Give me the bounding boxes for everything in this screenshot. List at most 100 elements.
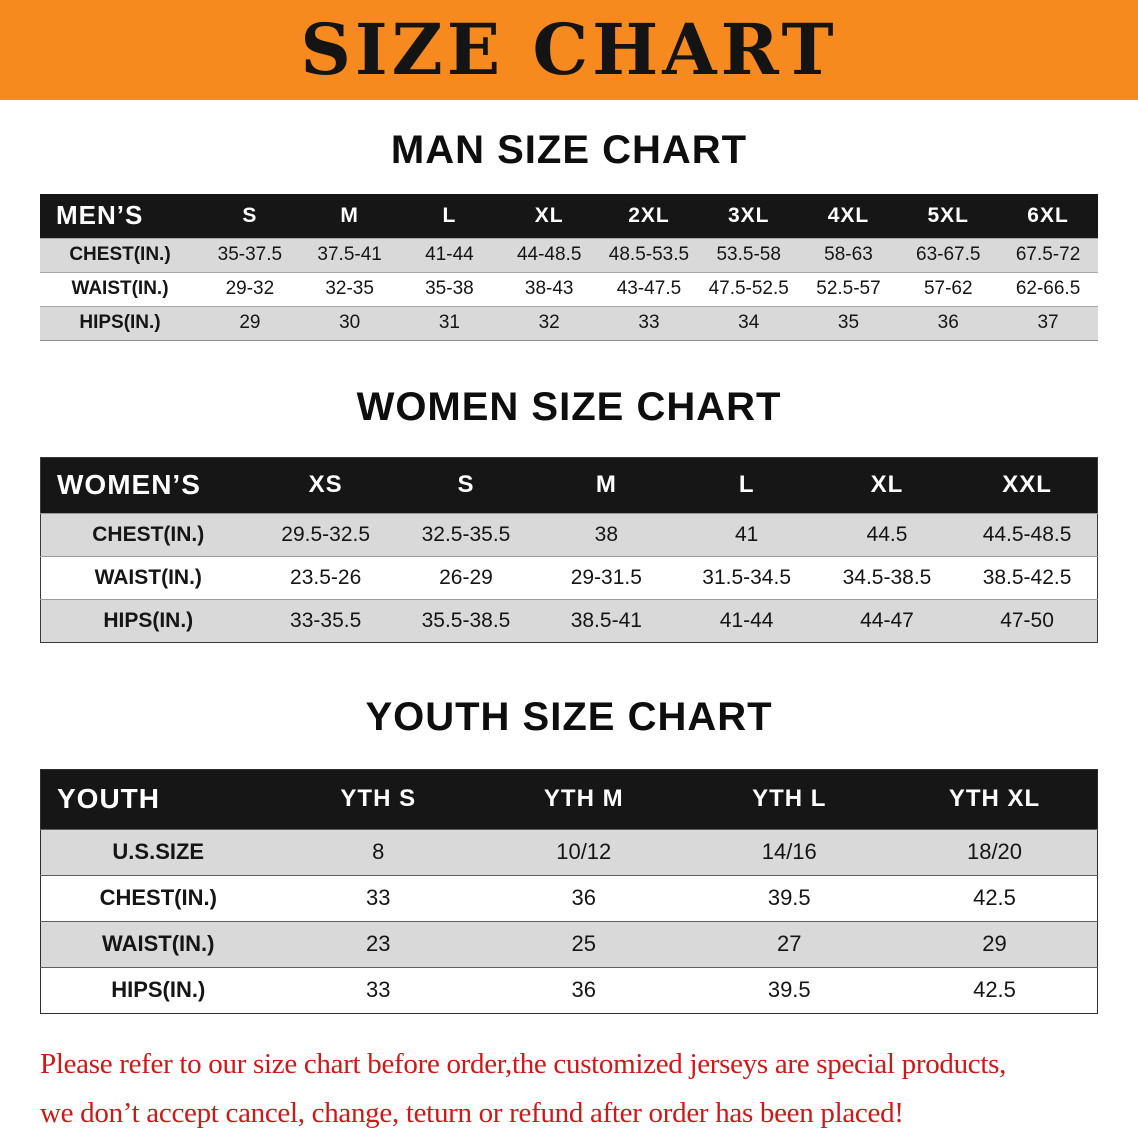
data-cell: 26-29 [439, 565, 493, 589]
men-table-row: HIPS(IN.) 29 30 31 32 33 34 35 36 37 [40, 306, 1098, 340]
data-cell: 63-67.5 [916, 244, 981, 265]
youth-section-heading: YOUTH SIZE CHART [365, 694, 773, 739]
women-table-row: CHEST(IN.) 29.5-32.5 32.5-35.5 38 41 44.5 44.5… [40, 513, 1098, 556]
youth-size-header-cell: YTH XL [892, 769, 1098, 829]
men-table-title-cell: MEN’S [40, 194, 200, 238]
data-cell: 34.5-38.5 [842, 565, 932, 589]
size-chart-banner: SIZE CHART [0, 0, 1138, 100]
row-label-cell: CHEST(IN.) [99, 885, 217, 910]
row-label-cell: CHEST(IN.) [92, 522, 205, 546]
men-size-table: MEN’S S M L XL 2XL 3XL 4XL 5XL 6XL CHEST(IN.) 35-37… [40, 194, 1098, 341]
data-cell: 33 [366, 977, 391, 1002]
men-table-row: CHEST(IN.) 35-37.5 37.5-41 41-44 44-48.5 48.5… [40, 238, 1098, 272]
men-size-header-cell: 3XL [698, 194, 799, 238]
women-size-table: WOMEN’S XS S M L XL XXL CHEST(IN.) 29.5-32.5 32.5… [40, 456, 1098, 643]
men-size-header-cell: S [200, 194, 300, 238]
data-cell: 35-37.5 [217, 244, 283, 265]
men-size-header-cell: 6XL [998, 194, 1098, 238]
data-cell: 29-32 [225, 278, 275, 299]
youth-size-table: YOUTH YTH S YTH M YTH L YTH XL U.S.SIZE 8 10/12… [40, 768, 1098, 1014]
data-cell: 42.5 [973, 977, 1016, 1002]
data-cell: 14/16 [761, 839, 817, 864]
data-cell: 44-47 [860, 608, 914, 632]
youth-table-row: WAIST(IN.) 23 25 27 29 [40, 921, 1098, 967]
data-cell: 35-38 [425, 278, 474, 299]
youth-size-header-cell: YTH M [481, 769, 687, 829]
men-header-row: MEN’S S M L XL 2XL 3XL 4XL 5XL 6XL [40, 194, 1098, 238]
data-cell: 25 [571, 931, 596, 956]
women-table-row: HIPS(IN.) 33-35.5 35.5-38.5 38.5-41 41-44 44-… [40, 599, 1098, 642]
youth-table-row: U.S.SIZE 8 10/12 14/16 18/20 [40, 829, 1098, 875]
women-table-row: WAIST(IN.) 23.5-26 26-29 29-31.5 31.5-34.5 34… [40, 556, 1098, 599]
data-cell: 57-62 [923, 278, 973, 299]
row-label-cell: WAIST(IN.) [71, 278, 169, 299]
data-cell: 33 [638, 312, 660, 333]
data-cell: 38.5-42.5 [982, 565, 1072, 589]
data-cell: 62-66.5 [1015, 278, 1081, 299]
data-cell: 38-43 [524, 278, 574, 299]
data-cell: 38.5-41 [570, 608, 642, 632]
data-cell: 29 [239, 312, 261, 333]
row-label-cell: U.S.SIZE [112, 839, 205, 864]
data-cell: 29 [982, 931, 1007, 956]
data-cell: 41 [734, 522, 759, 546]
youth-table-row: HIPS(IN.) 33 36 39.5 42.5 [40, 967, 1098, 1013]
data-cell: 33-35.5 [290, 608, 362, 632]
data-cell: 48.5-53.5 [608, 244, 690, 265]
men-size-header-cell: 2XL [599, 194, 699, 238]
footer-note-line-1: Please refer to our size chart before or… [40, 1047, 1007, 1080]
data-cell: 53.5-58 [716, 244, 781, 265]
men-size-header-cell: 4XL [798, 194, 899, 238]
women-section-heading: WOMEN SIZE CHART [356, 384, 782, 429]
women-table-title-cell: WOMEN’S [40, 457, 256, 513]
row-label-cell: HIPS(IN.) [103, 608, 194, 632]
data-cell: 8 [372, 839, 385, 864]
men-section-heading: MAN SIZE CHART [390, 128, 748, 172]
footer-note: Please refer to our size chart before or… [40, 1040, 1100, 1138]
data-cell: 47.5-52.5 [708, 278, 789, 299]
data-cell: 38 [594, 522, 618, 546]
data-cell: 32-35 [325, 278, 374, 299]
men-table-row: WAIST(IN.) 29-32 32-35 35-38 38-43 43-47.5 47.… [40, 272, 1098, 306]
data-cell: 47-50 [1000, 608, 1054, 632]
data-cell: 34 [738, 312, 760, 333]
banner-title: SIZE CHART [300, 8, 838, 91]
men-size-header-cell: M [299, 194, 400, 238]
data-cell: 31 [438, 312, 460, 333]
women-size-header-cell: L [676, 457, 817, 513]
data-cell: 23.5-26 [290, 565, 362, 589]
men-size-header-cell: L [399, 194, 500, 238]
row-label-cell: HIPS(IN.) [79, 312, 161, 333]
data-cell: 32 [538, 312, 560, 333]
data-cell: 44.5-48.5 [982, 522, 1072, 546]
women-header-row: WOMEN’S XS S M L XL XXL [40, 457, 1098, 513]
data-cell: 27 [777, 931, 802, 956]
women-size-header-cell: XL [816, 457, 958, 513]
men-size-header-cell: 5XL [898, 194, 999, 238]
data-cell: 41-44 [719, 608, 774, 632]
youth-size-header-cell: YTH S [275, 769, 481, 829]
youth-table-title-cell: YOUTH [40, 769, 276, 829]
data-cell: 29.5-32.5 [281, 522, 371, 546]
row-label-cell: WAIST(IN.) [102, 931, 215, 956]
data-cell: 31.5-34.5 [702, 565, 792, 589]
data-cell: 36 [937, 312, 959, 333]
data-cell: 39.5 [767, 885, 811, 910]
data-cell: 67.5-72 [1015, 244, 1081, 265]
data-cell: 42.5 [973, 885, 1016, 910]
data-cell: 29-31.5 [570, 565, 642, 589]
row-label-cell: CHEST(IN.) [69, 244, 171, 265]
men-size-header-cell: XL [499, 194, 600, 238]
data-cell: 23 [366, 931, 391, 956]
data-cell: 35.5-38.5 [421, 608, 511, 632]
footer-note-line-2: we don’t accept cancel, change, teturn o… [40, 1096, 904, 1129]
data-cell: 44-48.5 [516, 244, 582, 265]
data-cell: 39.5 [767, 977, 811, 1002]
data-cell: 43-47.5 [616, 278, 682, 299]
data-cell: 37 [1037, 312, 1059, 333]
data-cell: 41-44 [425, 244, 474, 265]
data-cell: 18/20 [966, 839, 1023, 864]
data-cell: 44.5 [866, 522, 908, 546]
data-cell: 32.5-35.5 [421, 522, 511, 546]
data-cell: 52.5-57 [816, 278, 881, 299]
